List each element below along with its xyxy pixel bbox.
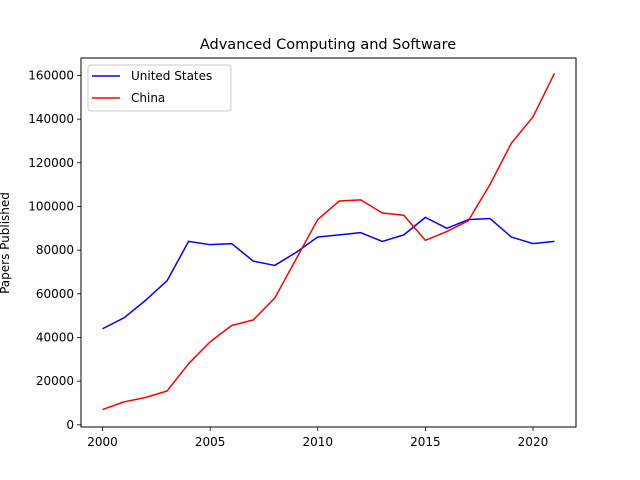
- y-axis-label: Papers Published: [0, 192, 12, 294]
- y-tick-label: 60000: [36, 287, 74, 301]
- series-line-1: [102, 72, 556, 411]
- x-tick-label: 2010: [302, 435, 333, 449]
- x-tick-label: 2020: [518, 435, 549, 449]
- y-tick-label: 160000: [28, 68, 74, 82]
- plot-frame: [80, 57, 577, 428]
- legend-box: [87, 64, 232, 112]
- x-tick-label: 2000: [87, 435, 118, 449]
- series-line-0: [102, 216, 555, 330]
- x-tick-label: 2005: [195, 435, 226, 449]
- y-tick-label: 40000: [36, 330, 74, 344]
- legend-label-1: China: [131, 91, 165, 105]
- x-tick-label: 2015: [410, 435, 441, 449]
- y-tick-label: 120000: [28, 156, 74, 170]
- legend: United States China: [87, 64, 232, 112]
- x-axis-ticks: 2000 2005 2010 2015 2020: [87, 427, 548, 449]
- y-tick-label: 0: [66, 418, 74, 432]
- y-tick-label: 100000: [28, 199, 74, 213]
- y-tick-label: 80000: [36, 243, 74, 257]
- y-tick-label: 140000: [28, 112, 74, 126]
- legend-label-0: United States: [131, 69, 212, 83]
- chart-title: Advanced Computing and Software: [200, 37, 456, 53]
- y-tick-label: 20000: [36, 374, 74, 388]
- plot-lines: [102, 72, 556, 411]
- y-axis-ticks: 0 20000 40000 60000 80000 100000 120000 140000 1…: [28, 68, 81, 432]
